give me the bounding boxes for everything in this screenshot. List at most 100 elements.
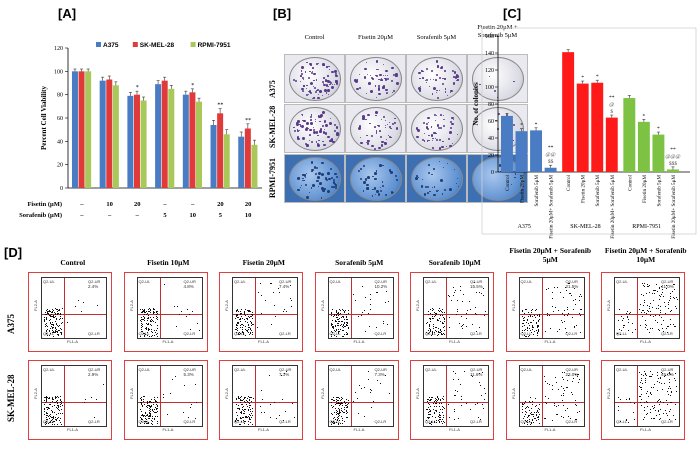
event-dot	[448, 403, 450, 405]
event-dot	[339, 420, 341, 422]
event-dot	[58, 309, 60, 311]
event-dot	[443, 332, 445, 334]
event-dot	[672, 283, 674, 285]
event-dot	[436, 326, 438, 328]
colony-bar	[605, 117, 618, 172]
event-dot	[370, 392, 372, 394]
event-dot	[436, 335, 438, 337]
event-dot	[343, 409, 345, 411]
event-dot	[522, 323, 524, 325]
colony-dot	[375, 111, 378, 114]
colony-dot	[496, 97, 498, 99]
colony-dot	[432, 78, 435, 81]
event-dot	[247, 409, 249, 411]
event-dot	[646, 413, 648, 415]
event-dot	[529, 423, 531, 425]
event-dot	[618, 309, 620, 311]
event-dot	[443, 414, 445, 416]
colony-dot	[328, 177, 331, 181]
event-dot	[190, 407, 192, 409]
event-dot	[671, 391, 673, 393]
event-dot	[645, 392, 647, 394]
event-dot	[357, 397, 359, 399]
colony-dish-grid: Control Fisetin 20μM Sorafenib 5μM Fisetin …	[262, 20, 528, 242]
event-dot	[61, 404, 63, 406]
event-dot	[60, 413, 62, 415]
colony-dot	[318, 139, 320, 142]
event-dot	[85, 398, 87, 400]
bar-a375	[182, 94, 189, 188]
event-dot	[294, 417, 296, 419]
flow-plot-cell: Q2-UL Q2-UR Q2-LL Q2-LR 2.9% FL1-A FL2-A	[28, 360, 112, 440]
scatter-plot: Q2-UL Q2-UR Q2-LL Q2-LR 23.0%	[518, 365, 585, 427]
event-dot	[149, 409, 151, 411]
colony-dot	[300, 81, 302, 83]
event-dot	[536, 414, 538, 416]
colony-dot	[304, 174, 307, 177]
event-dot	[333, 400, 335, 402]
event-dot	[529, 415, 531, 417]
quadrant-horizontal-gate	[328, 314, 393, 315]
event-dot	[238, 333, 240, 335]
event-dot	[260, 389, 262, 391]
event-dot	[556, 413, 558, 415]
event-dot	[249, 327, 251, 329]
event-dot	[537, 314, 539, 316]
event-dot	[482, 295, 484, 297]
quadrant-label: Q2-UL	[520, 367, 533, 372]
event-dot	[346, 334, 348, 336]
event-dot	[479, 418, 481, 420]
event-dot	[623, 326, 625, 328]
flow-plot-cell: Q2-UL Q2-UR Q2-LL Q2-LR 21.5% FL1-A FL2-A	[505, 272, 590, 352]
event-dot	[558, 389, 560, 391]
event-dot	[667, 394, 669, 396]
y-axis-label: FL2-A	[128, 388, 134, 399]
event-dot	[439, 414, 441, 416]
event-dot	[428, 412, 430, 414]
event-dot	[452, 379, 454, 381]
event-dot	[154, 415, 156, 417]
event-dot	[54, 412, 56, 414]
event-dot	[148, 417, 150, 419]
event-dot	[571, 391, 573, 393]
event-dot	[252, 407, 254, 409]
event-dot	[646, 391, 648, 393]
event-dot	[430, 422, 432, 424]
event-dot	[617, 332, 619, 334]
quadrant-horizontal-gate	[424, 402, 488, 403]
event-dot	[652, 407, 654, 409]
event-dot	[435, 330, 437, 332]
event-dot	[142, 399, 144, 401]
event-dot	[245, 415, 247, 417]
event-dot	[658, 418, 660, 420]
colony-dot	[309, 128, 313, 132]
event-dot	[348, 403, 350, 405]
quadrant-label: Q2-LR	[279, 419, 291, 424]
event-dot	[358, 412, 360, 414]
colony-dot	[443, 118, 445, 120]
colony-dot	[433, 186, 436, 189]
event-dot	[454, 289, 456, 291]
event-dot	[140, 319, 142, 321]
event-dot	[670, 390, 672, 392]
event-dot	[534, 331, 536, 333]
colony-dot	[301, 179, 304, 182]
event-dot	[427, 416, 429, 418]
event-dot	[522, 322, 524, 324]
colony-dot	[333, 83, 336, 86]
event-dot	[176, 306, 178, 308]
event-dot	[241, 421, 243, 423]
event-dot	[661, 328, 663, 330]
event-dot	[658, 378, 660, 380]
event-dot	[250, 410, 252, 412]
y-axis-label: FL2-A	[414, 300, 420, 311]
event-dot	[242, 318, 244, 320]
event-dot	[49, 309, 51, 311]
flow-plot-cell: Q2-UL Q2-UR Q2-LL Q2-LR 2.4% FL1-A FL2-A	[28, 272, 112, 352]
event-dot	[146, 414, 148, 416]
event-dot	[618, 397, 620, 399]
event-dot	[649, 306, 651, 308]
event-dot	[434, 406, 436, 408]
significance-marker: *	[520, 123, 523, 129]
dish-cell	[345, 54, 406, 103]
